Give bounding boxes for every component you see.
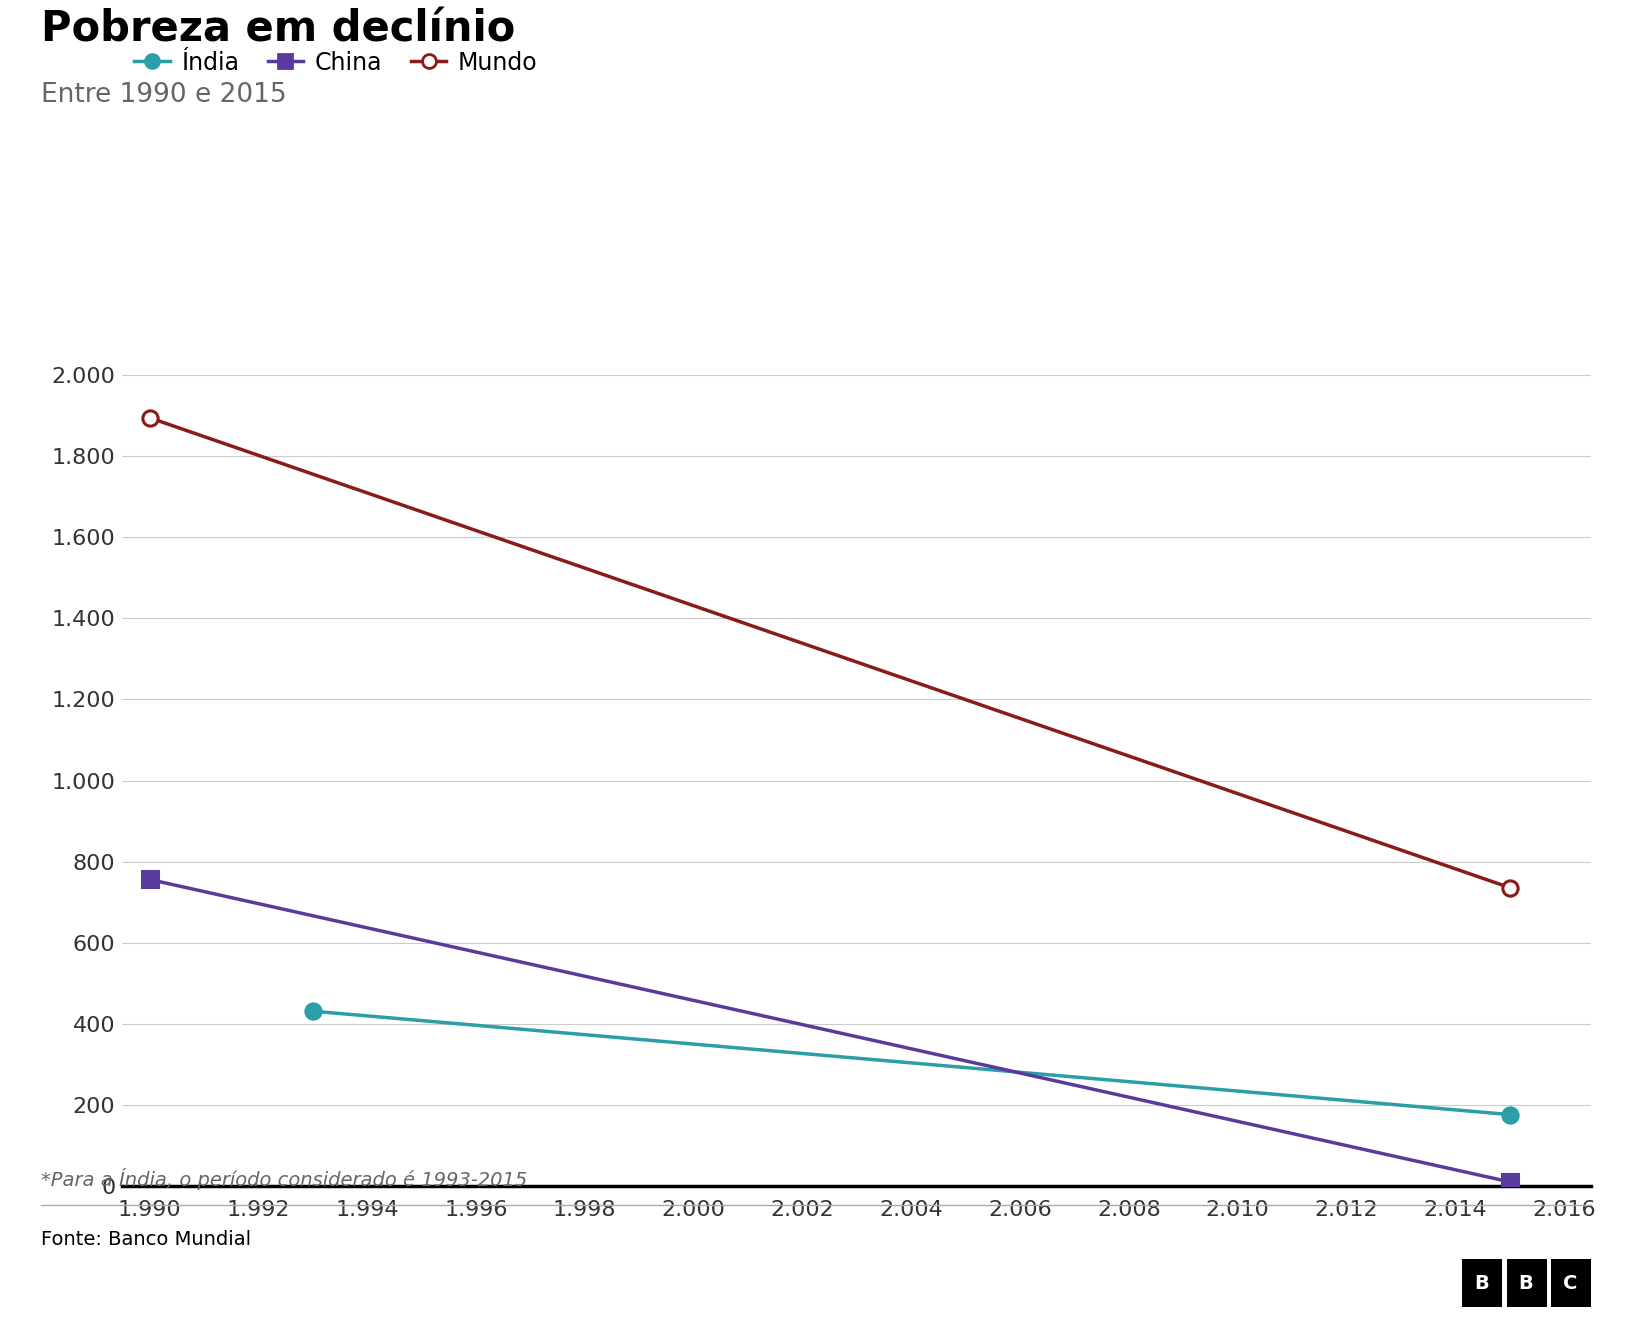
Bar bbox=[1462, 1260, 1501, 1308]
Text: B: B bbox=[1519, 1274, 1534, 1293]
Text: C: C bbox=[1563, 1274, 1578, 1293]
Legend: Índia, China, Mundo: Índia, China, Mundo bbox=[134, 51, 537, 75]
Text: Fonte: Banco Mundial: Fonte: Banco Mundial bbox=[41, 1230, 251, 1249]
Text: Entre 1990 e 2015: Entre 1990 e 2015 bbox=[41, 82, 287, 109]
Text: B: B bbox=[1474, 1274, 1488, 1293]
Text: Pobreza em declínio: Pobreza em declínio bbox=[41, 8, 516, 50]
Bar bbox=[1506, 1260, 1547, 1308]
Bar bbox=[1550, 1260, 1591, 1308]
Text: *Para a Índia, o período considerado é 1993-2015: *Para a Índia, o período considerado é 1… bbox=[41, 1168, 527, 1190]
